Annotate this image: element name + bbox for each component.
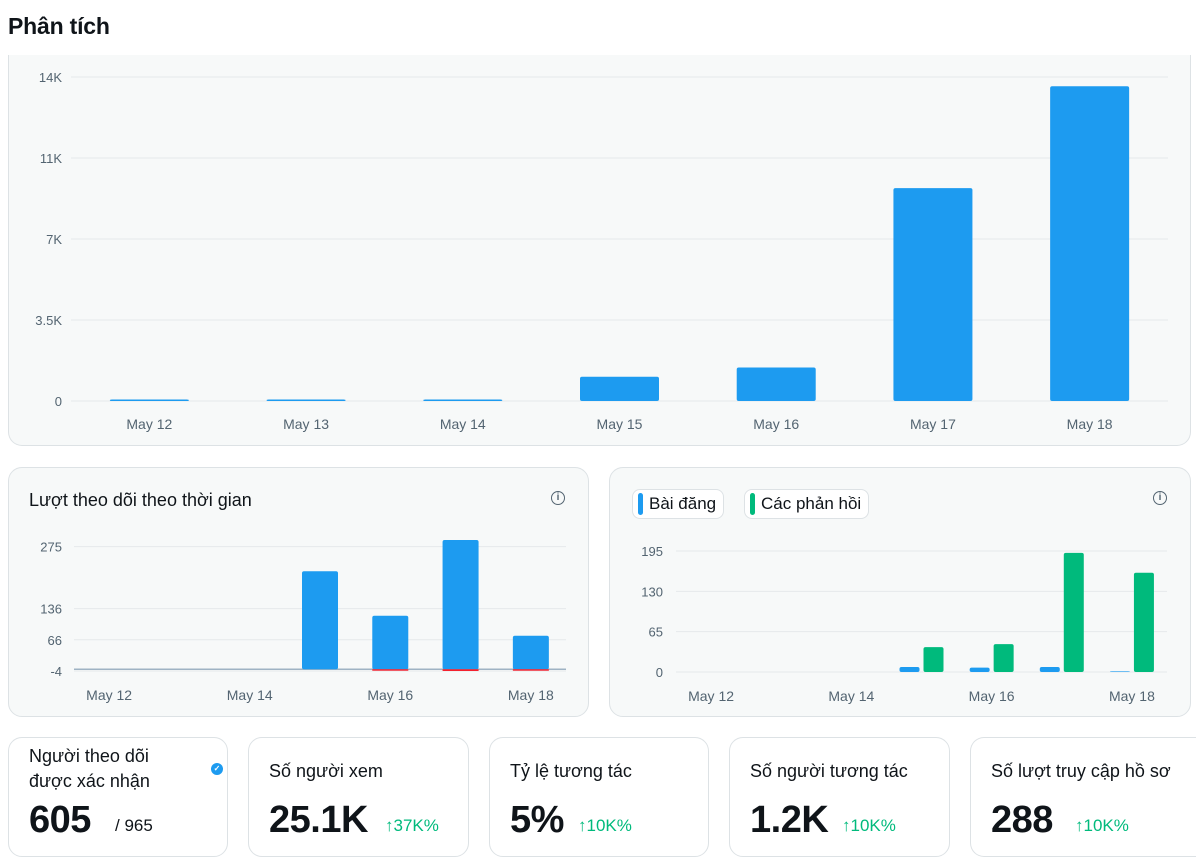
bar	[266, 399, 346, 401]
x-tick-label: May 12	[688, 688, 734, 704]
stat-label: Tỷ lệ tương tác	[510, 761, 632, 781]
y-tick-label: 65	[649, 625, 663, 640]
stat-value: 1.2K	[750, 799, 829, 841]
stat-value: 25.1K	[269, 799, 368, 841]
info-icon[interactable]: i	[1153, 491, 1167, 505]
stat-change-value: 10K%	[586, 816, 632, 835]
arrow-up-icon: ↑	[842, 816, 851, 835]
x-tick-label: May 18	[508, 687, 554, 703]
stat-change-value: 10K%	[1083, 816, 1129, 835]
posts-replies-chart-card: Bài đăng Các phản hồi i 195 130 65 0 May 12 M…	[609, 467, 1191, 717]
y-tick-label: 66	[48, 633, 62, 648]
bar	[736, 367, 816, 401]
legend-posts[interactable]: Bài đăng	[632, 489, 725, 519]
stat-label: Số lượt truy cập hồ sơ	[991, 761, 1171, 781]
legend-replies-label: Các phản hồi	[761, 494, 862, 513]
legend-posts-label: Bài đăng	[649, 494, 717, 513]
bar-posts	[1109, 671, 1130, 672]
stat-label-line1: Người theo dõi	[29, 746, 149, 766]
stat-change-value: 10K%	[850, 816, 896, 835]
y-tick-label: 275	[40, 540, 62, 555]
y-tick-label: 7K	[46, 232, 62, 247]
bar-replies	[1133, 572, 1154, 672]
stat-card-viewers[interactable]: Số người xem 25.1K ↑37K%	[248, 737, 469, 857]
stat-value: 605	[29, 799, 91, 841]
bar-gained	[442, 540, 479, 670]
followers-chart: 275 136 66 -4 May 12 May 14 May 16 May 18	[40, 540, 566, 703]
x-tick-label: May 14	[828, 688, 874, 704]
stat-label: Người theo dõi được xác nhận	[29, 744, 150, 794]
followers-chart-title: Lượt theo dõi theo thời gian	[29, 490, 252, 510]
y-tick-label: 136	[40, 602, 62, 617]
x-tick-label: May 16	[969, 688, 1015, 704]
info-icon[interactable]: i	[551, 491, 565, 505]
bar-posts	[1039, 667, 1060, 672]
x-tick-label: May 16	[367, 687, 413, 703]
bar-gained	[372, 615, 409, 670]
stat-card-profile-visits[interactable]: Số lượt truy cập hồ sơ 288 ↑10K%	[970, 737, 1196, 857]
arrow-up-icon: ↑	[1075, 816, 1084, 835]
bar-lost	[372, 669, 409, 671]
stat-change: ↑10K%	[578, 816, 632, 836]
y-tick-label: 0	[656, 665, 663, 680]
x-tick-label: May 18	[1109, 688, 1155, 704]
bar	[423, 399, 503, 401]
impressions-chart-card: 14K 11K 7K 3.5K 0 May 12 May 13 May 14 May 15 May…	[8, 55, 1191, 446]
x-tick-label: May 13	[283, 416, 329, 432]
x-tick-label: May 17	[910, 416, 956, 432]
bar-lost	[442, 669, 479, 671]
y-tick-label: 130	[641, 584, 663, 599]
bar-replies	[1063, 552, 1084, 672]
y-tick-label: 14K	[39, 70, 62, 85]
x-tick-label: May 15	[597, 416, 643, 432]
arrow-up-icon: ↑	[578, 816, 587, 835]
y-tick-label: 0	[55, 394, 62, 409]
y-tick-label: 3.5K	[35, 313, 62, 328]
posts-replies-chart: 195 130 65 0 May 12 May 14 May 16 May 18	[641, 544, 1167, 704]
stat-value: 288	[991, 799, 1053, 841]
stat-card-engagement-rate[interactable]: Tỷ lệ tương tác 5% ↑10K%	[489, 737, 709, 857]
stat-change-value: 37K%	[393, 816, 439, 835]
bar	[893, 188, 973, 401]
stat-change: ↑10K%	[1075, 816, 1129, 836]
followers-chart-card: Lượt theo dõi theo thời gian i 275 136 66 -…	[8, 467, 589, 717]
bar-gained	[302, 571, 338, 670]
bar-gained	[512, 635, 549, 670]
stat-label: Số người tương tác	[750, 761, 908, 781]
verified-badge-icon: ✓	[211, 763, 223, 775]
stat-value: 5%	[510, 799, 564, 841]
header-bar	[0, 0, 1196, 55]
x-tick-label: May 18	[1067, 416, 1113, 432]
impressions-chart: 14K 11K 7K 3.5K 0 May 12 May 13 May 14 May 15 May…	[35, 70, 1168, 432]
y-tick-label: 11K	[40, 151, 62, 166]
page-title: Phân tích	[8, 13, 110, 39]
legend-posts-swatch	[638, 493, 643, 515]
legend-replies[interactable]: Các phản hồi	[744, 489, 870, 519]
bar	[1050, 86, 1130, 401]
bar-posts	[899, 667, 920, 672]
stat-change: ↑37K%	[385, 816, 439, 836]
bar-replies	[993, 644, 1014, 672]
legend-replies-swatch	[750, 493, 755, 515]
stat-card-verified-followers[interactable]: Người theo dõi được xác nhận ✓ 605 / 965	[8, 737, 228, 857]
bar-lost	[512, 669, 549, 671]
x-tick-label: May 16	[753, 416, 799, 432]
y-tick-label: -4	[50, 664, 62, 679]
bar	[109, 399, 189, 401]
x-tick-label: May 14	[440, 416, 486, 432]
bar	[580, 376, 659, 401]
x-tick-label: May 12	[126, 416, 172, 432]
stat-card-engaged-users[interactable]: Số người tương tác 1.2K ↑10K%	[729, 737, 950, 857]
x-tick-label: May 14	[227, 687, 273, 703]
y-tick-label: 195	[641, 544, 663, 559]
stat-label-line2: được xác nhận	[29, 771, 150, 791]
arrow-up-icon: ↑	[385, 816, 394, 835]
x-tick-label: May 12	[86, 687, 132, 703]
bar-posts	[969, 667, 990, 672]
stat-total: / 965	[115, 816, 153, 835]
bar-replies	[923, 647, 944, 672]
stat-label: Số người xem	[269, 761, 383, 781]
stat-change: ↑10K%	[842, 816, 896, 836]
